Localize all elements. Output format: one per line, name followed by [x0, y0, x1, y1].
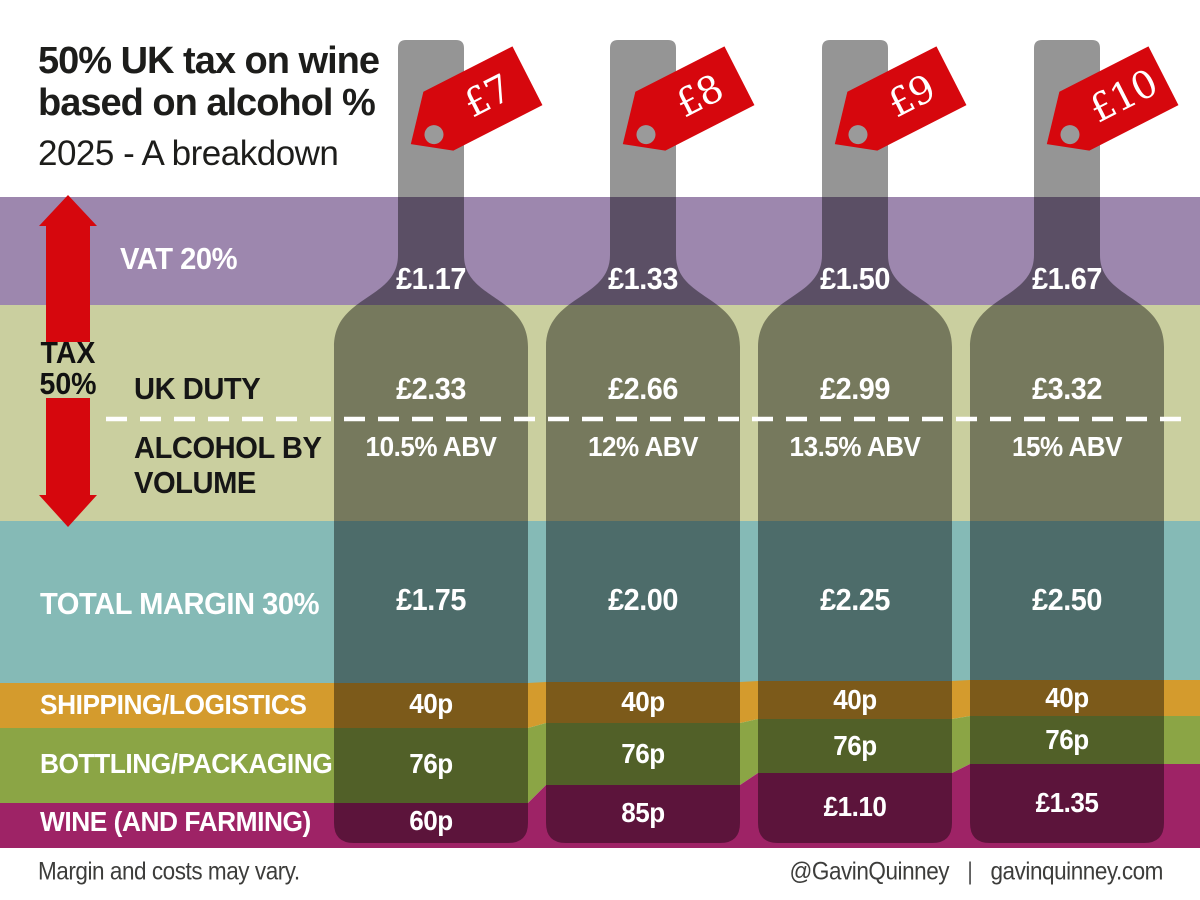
price-tag-2-hole: [636, 125, 656, 145]
shipping-value-1: 40p: [409, 688, 453, 719]
duty-value-4: £3.32: [1032, 371, 1102, 406]
shipping-value-3: 40p: [833, 684, 877, 715]
tax-50-line-1: TAX: [40, 335, 96, 370]
wine-value-3: £1.10: [823, 791, 887, 822]
price-tag-4: [1046, 46, 1179, 151]
page-title: 50% UK tax on wine based on alcohol %: [38, 40, 380, 124]
margin-value-4: £2.50: [1032, 582, 1102, 617]
row-label-vat: VAT 20%: [120, 241, 238, 276]
shipping-value-4: 40p: [1045, 682, 1089, 713]
footer-website: gavinquinney.com: [990, 857, 1163, 886]
bottle-silhouette-4: [970, 40, 1164, 843]
bottling-value-4: 76p: [1045, 724, 1089, 755]
vat-value-1: £1.17: [396, 261, 466, 296]
price-tag-2: [622, 46, 755, 151]
price-tag-3: [834, 46, 967, 151]
tax-arrow-up: [39, 195, 97, 342]
margin-value-2: £2.00: [608, 582, 678, 617]
bottle-silhouette-1: [334, 40, 528, 843]
row-label-abv: ALCOHOL BY VOLUME: [134, 430, 322, 500]
wine-value-1: 60p: [409, 805, 453, 836]
footer-credit: @GavinQuinney | gavinquinney.com: [789, 857, 1164, 887]
row-label-duty: UK DUTY: [134, 371, 261, 406]
footer-separator: |: [967, 857, 973, 886]
title-line-1: 50% UK tax on wine: [38, 40, 380, 82]
abv-label-line-2: VOLUME: [134, 465, 256, 500]
price-tag-3-shape: [834, 46, 967, 151]
vat-value-2: £1.33: [608, 261, 678, 296]
vat-value-4: £1.67: [1032, 261, 1102, 296]
duty-value-1: £2.33: [396, 371, 466, 406]
margin-value-3: £2.25: [820, 582, 890, 617]
abv-value-1: 10.5% ABV: [365, 431, 497, 462]
price-tag-1: [410, 46, 543, 151]
abv-value-4: 15% ABV: [1011, 431, 1123, 462]
duty-value-3: £2.99: [820, 371, 890, 406]
price-tag-2-shape: [622, 46, 755, 151]
bottling-value-1: 76p: [409, 748, 453, 779]
shipping-band: [0, 680, 1200, 728]
shipping-value-2: 40p: [621, 686, 665, 717]
duty-band: [0, 305, 1200, 521]
page-subtitle: 2025 - A breakdown: [38, 134, 339, 173]
wine-value-2: 85p: [621, 797, 665, 828]
margin-value-1: £1.75: [396, 582, 466, 617]
tax-50-label: TAX 50%: [39, 337, 96, 399]
bottling-band: [0, 716, 1200, 803]
price-tag-4-hole: [1060, 125, 1080, 145]
vat-value-3: £1.50: [820, 261, 890, 296]
tax-50-line-2: 50%: [39, 366, 97, 401]
duty-value-2: £2.66: [608, 371, 678, 406]
price-tag-3-hole: [848, 125, 868, 145]
row-label-bottling: BOTTLING/PACKAGING: [40, 748, 333, 779]
bottling-value-2: 76p: [621, 738, 665, 769]
vat-band: [0, 197, 1200, 305]
wine-band: [0, 764, 1200, 848]
abv-value-3: 13.5% ABV: [789, 431, 921, 462]
bottle-silhouette-3: [758, 40, 952, 843]
wine-value-4: £1.35: [1035, 787, 1099, 818]
abv-label-line-1: ALCOHOL BY: [134, 430, 322, 465]
price-tag-4-shape: [1046, 46, 1179, 151]
row-label-shipping: SHIPPING/LOGISTICS: [40, 689, 307, 720]
margin-band: [0, 521, 1200, 684]
title-line-2: based on alcohol %: [38, 82, 376, 124]
abv-value-2: 12% ABV: [587, 431, 699, 462]
row-label-margin: TOTAL MARGIN 30%: [40, 586, 320, 621]
tax-arrow-down: [39, 398, 97, 527]
price-tag-1-hole: [424, 125, 444, 145]
bottling-value-3: 76p: [833, 730, 877, 761]
footer-disclaimer: Margin and costs may vary.: [38, 857, 300, 886]
price-tag-1-shape: [410, 46, 543, 151]
footer-handle: @GavinQuinney: [789, 857, 950, 886]
bottle-silhouette-2: [546, 40, 740, 843]
row-label-wine: WINE (AND FARMING): [40, 806, 311, 837]
